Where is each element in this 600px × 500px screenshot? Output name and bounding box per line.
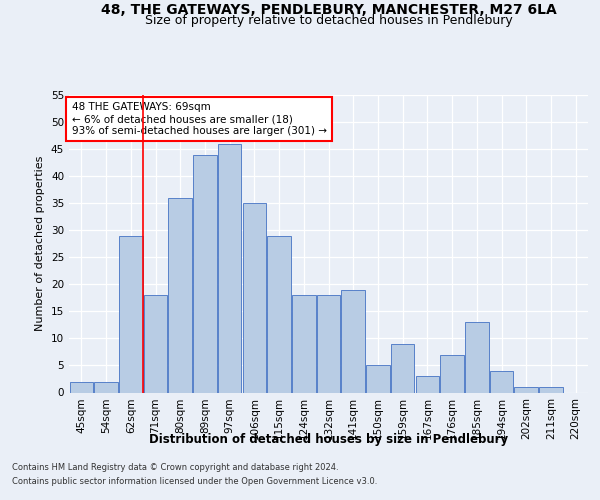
Text: 48, THE GATEWAYS, PENDLEBURY, MANCHESTER, M27 6LA: 48, THE GATEWAYS, PENDLEBURY, MANCHESTER… — [101, 2, 557, 16]
Bar — [94, 382, 118, 392]
Y-axis label: Number of detached properties: Number of detached properties — [35, 156, 46, 332]
Bar — [366, 366, 389, 392]
Bar — [193, 154, 217, 392]
Bar — [119, 236, 143, 392]
Bar — [416, 376, 439, 392]
Text: 48 THE GATEWAYS: 69sqm
← 6% of detached houses are smaller (18)
93% of semi-deta: 48 THE GATEWAYS: 69sqm ← 6% of detached … — [71, 102, 326, 136]
Bar — [144, 295, 167, 392]
Bar — [292, 295, 316, 392]
Bar — [490, 371, 513, 392]
Bar — [539, 387, 563, 392]
Bar — [70, 382, 93, 392]
Bar — [317, 295, 340, 392]
Text: Distribution of detached houses by size in Pendlebury: Distribution of detached houses by size … — [149, 432, 508, 446]
Bar — [341, 290, 365, 393]
Bar — [169, 198, 192, 392]
Bar — [242, 203, 266, 392]
Text: Contains public sector information licensed under the Open Government Licence v3: Contains public sector information licen… — [12, 477, 377, 486]
Bar — [465, 322, 488, 392]
Bar — [268, 236, 291, 392]
Bar — [514, 387, 538, 392]
Text: Size of property relative to detached houses in Pendlebury: Size of property relative to detached ho… — [145, 14, 512, 27]
Bar — [218, 144, 241, 392]
Bar — [391, 344, 415, 393]
Text: Contains HM Land Registry data © Crown copyright and database right 2024.: Contains HM Land Registry data © Crown c… — [12, 464, 338, 472]
Bar — [440, 354, 464, 393]
